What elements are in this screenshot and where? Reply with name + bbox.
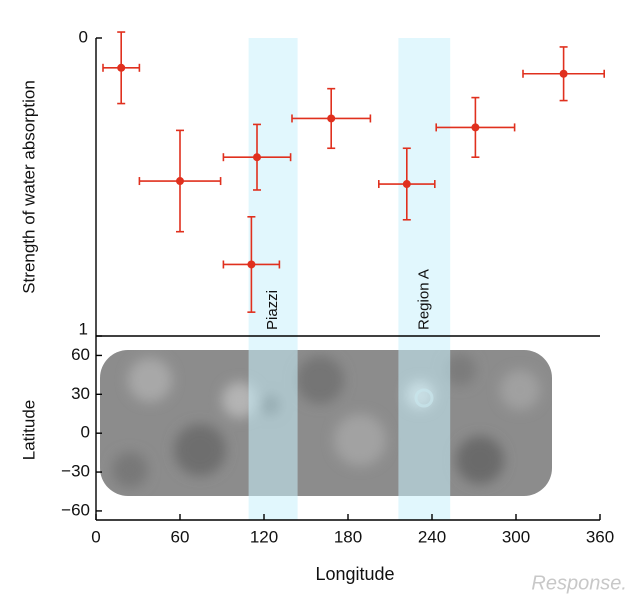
y-axis-label: Latitude bbox=[19, 400, 38, 461]
watermark: Response. bbox=[531, 572, 627, 594]
y-tick-label: −60 bbox=[61, 500, 90, 519]
x-axis-label: Longitude bbox=[315, 564, 394, 584]
band bbox=[398, 38, 451, 520]
y-tick-label: −30 bbox=[61, 462, 90, 481]
point bbox=[402, 180, 411, 189]
point bbox=[117, 63, 126, 72]
band-label: Region A bbox=[415, 269, 432, 330]
band bbox=[248, 38, 298, 520]
y-tick-label: 0 bbox=[81, 423, 90, 442]
surface-map bbox=[100, 350, 552, 496]
x-tick-label: 0 bbox=[91, 527, 100, 546]
y-tick-label: 0 bbox=[79, 27, 88, 46]
y-tick-label: 1 bbox=[79, 319, 88, 338]
band-label: Piazzi bbox=[264, 290, 281, 330]
x-tick-label: 240 bbox=[418, 527, 446, 546]
y-tick-label: 30 bbox=[71, 384, 90, 403]
x-tick-label: 180 bbox=[334, 527, 362, 546]
x-tick-label: 360 bbox=[586, 527, 614, 546]
x-tick-label: 120 bbox=[250, 527, 278, 546]
x-tick-label: 300 bbox=[502, 527, 530, 546]
point bbox=[176, 177, 184, 186]
point bbox=[559, 69, 568, 78]
point bbox=[327, 114, 336, 123]
x-tick-label: 60 bbox=[171, 527, 190, 546]
y-tick-label: 60 bbox=[71, 345, 90, 364]
point bbox=[253, 153, 261, 162]
y-axis-label: Strength of water absorption bbox=[19, 80, 38, 294]
point bbox=[471, 123, 480, 132]
point bbox=[247, 260, 256, 269]
